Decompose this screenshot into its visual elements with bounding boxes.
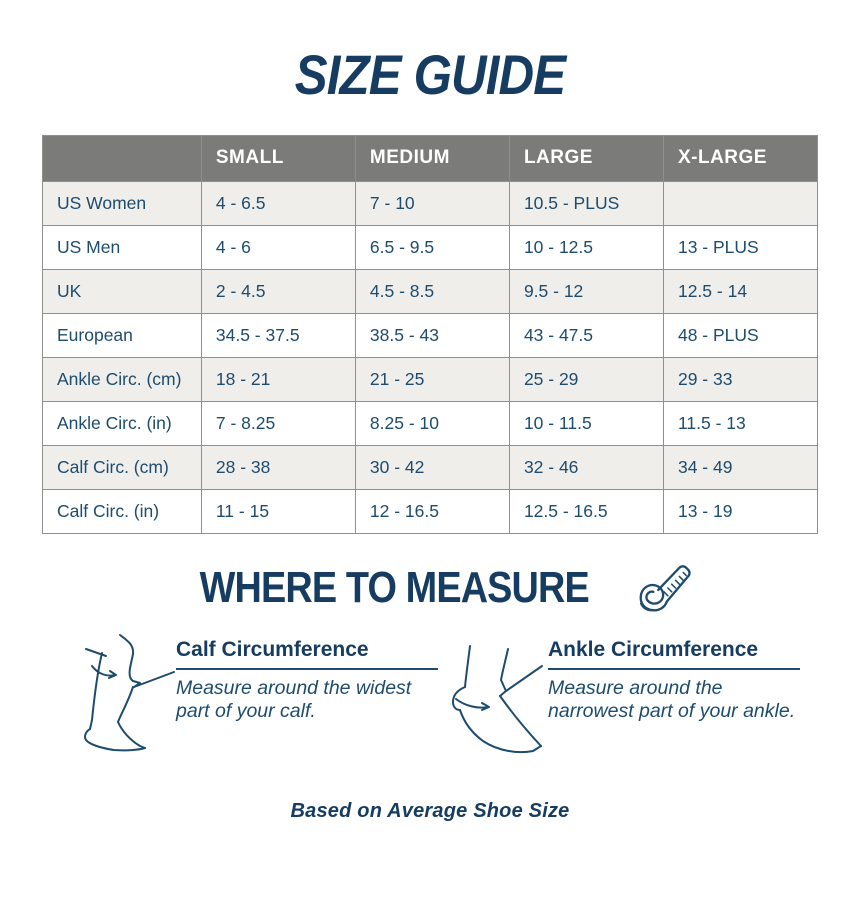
cell-small: 2 - 4.5 bbox=[200, 268, 356, 314]
cell-large: 9.5 - 12 bbox=[508, 268, 664, 314]
cell-large: 12.5 - 16.5 bbox=[508, 488, 664, 534]
cell-large: 43 - 47.5 bbox=[508, 312, 664, 358]
row-label: Calf Circ. (in) bbox=[42, 488, 202, 534]
header-cell-medium: MEDIUM bbox=[354, 134, 510, 182]
ankle-text-block: Ankle Circumference Measure around the n… bbox=[548, 638, 800, 723]
footnote: Based on Average Shoe Size bbox=[290, 799, 570, 822]
ankle-measure-item: Ankle Circumference Measure around the n… bbox=[438, 632, 800, 774]
cell-medium: 21 - 25 bbox=[354, 356, 510, 402]
row-label: Ankle Circ. (cm) bbox=[42, 356, 202, 402]
size-table-header-row: SMALL MEDIUM LARGE X-LARGE bbox=[42, 134, 819, 182]
size-guide-page: { "title": "SIZE GUIDE", "table": { "hea… bbox=[0, 43, 860, 906]
cell-xlarge: 13 - PLUS bbox=[662, 224, 819, 270]
cell-medium: 8.25 - 10 bbox=[354, 400, 510, 446]
cell-medium: 38.5 - 43 bbox=[354, 312, 510, 358]
cell-small: 28 - 38 bbox=[200, 444, 356, 490]
where-to-measure-header: WHERE TO MEASURE bbox=[0, 558, 860, 618]
table-row-us-men: US Men 4 - 6 6.5 - 9.5 10 - 12.5 13 - PL… bbox=[42, 224, 819, 270]
cell-small: 11 - 15 bbox=[200, 488, 356, 534]
calf-measure-item: Calf Circumference Measure around the wi… bbox=[70, 632, 438, 774]
ankle-description: Measure around the narrowest part of you… bbox=[548, 676, 796, 722]
page-title: SIZE GUIDE bbox=[294, 43, 566, 106]
cell-xlarge: 48 - PLUS bbox=[662, 312, 819, 358]
cell-small: 34.5 - 37.5 bbox=[200, 312, 356, 358]
cell-xlarge: 11.5 - 13 bbox=[662, 400, 819, 446]
cell-medium: 7 - 10 bbox=[354, 180, 510, 226]
header-cell-small: SMALL bbox=[200, 134, 356, 182]
cell-small: 18 - 21 bbox=[200, 356, 356, 402]
cell-xlarge: 12.5 - 14 bbox=[662, 268, 819, 314]
size-table-container: SMALL MEDIUM LARGE X-LARGE US Women 4 - … bbox=[42, 134, 819, 534]
cell-large: 25 - 29 bbox=[508, 356, 664, 402]
table-row-ankle-cm: Ankle Circ. (cm) 18 - 21 21 - 25 25 - 29… bbox=[42, 356, 819, 402]
row-label: Calf Circ. (cm) bbox=[42, 444, 202, 490]
size-table: SMALL MEDIUM LARGE X-LARGE US Women 4 - … bbox=[42, 134, 819, 534]
cell-xlarge: 34 - 49 bbox=[662, 444, 819, 490]
cell-xlarge: 29 - 33 bbox=[662, 356, 819, 402]
cell-large: 10.5 - PLUS bbox=[508, 180, 664, 226]
cell-xlarge: 13 - 19 bbox=[662, 488, 819, 534]
cell-medium: 30 - 42 bbox=[354, 444, 510, 490]
where-to-measure-title: WHERE TO MEASURE bbox=[199, 562, 589, 612]
cell-large: 32 - 46 bbox=[508, 444, 664, 490]
ankle-foot-icon bbox=[438, 632, 546, 774]
calf-text-block: Calf Circumference Measure around the wi… bbox=[176, 638, 438, 723]
row-label: European bbox=[42, 312, 202, 358]
cell-small: 4 - 6.5 bbox=[200, 180, 356, 226]
measure-items-row: Calf Circumference Measure around the wi… bbox=[70, 632, 820, 774]
header-cell-xlarge: X-LARGE bbox=[662, 134, 819, 182]
table-row-calf-in: Calf Circ. (in) 11 - 15 12 - 16.5 12.5 -… bbox=[42, 488, 819, 534]
calf-leg-icon bbox=[70, 632, 178, 774]
row-label: US Women bbox=[42, 180, 202, 226]
header-cell-blank bbox=[42, 134, 202, 182]
ankle-title: Ankle Circumference bbox=[548, 638, 800, 670]
calf-title: Calf Circumference bbox=[176, 638, 438, 670]
table-row-european: European 34.5 - 37.5 38.5 - 43 43 - 47.5… bbox=[42, 312, 819, 358]
calf-description: Measure around the widest part of your c… bbox=[176, 676, 412, 722]
cell-large: 10 - 12.5 bbox=[508, 224, 664, 270]
row-label: US Men bbox=[42, 224, 202, 270]
cell-xlarge bbox=[662, 180, 819, 226]
cell-medium: 12 - 16.5 bbox=[354, 488, 510, 534]
table-row-calf-cm: Calf Circ. (cm) 28 - 38 30 - 42 32 - 46 … bbox=[42, 444, 819, 490]
table-row-us-women: US Women 4 - 6.5 7 - 10 10.5 - PLUS bbox=[42, 180, 819, 226]
row-label: UK bbox=[42, 268, 202, 314]
cell-medium: 4.5 - 8.5 bbox=[354, 268, 510, 314]
table-row-uk: UK 2 - 4.5 4.5 - 8.5 9.5 - 12 12.5 - 14 bbox=[42, 268, 819, 314]
measuring-tape-icon bbox=[634, 561, 692, 615]
cell-medium: 6.5 - 9.5 bbox=[354, 224, 510, 270]
cell-small: 7 - 8.25 bbox=[200, 400, 356, 446]
table-row-ankle-in: Ankle Circ. (in) 7 - 8.25 8.25 - 10 10 -… bbox=[42, 400, 819, 446]
cell-small: 4 - 6 bbox=[200, 224, 356, 270]
header-cell-large: LARGE bbox=[508, 134, 664, 182]
row-label: Ankle Circ. (in) bbox=[42, 400, 202, 446]
cell-large: 10 - 11.5 bbox=[508, 400, 664, 446]
